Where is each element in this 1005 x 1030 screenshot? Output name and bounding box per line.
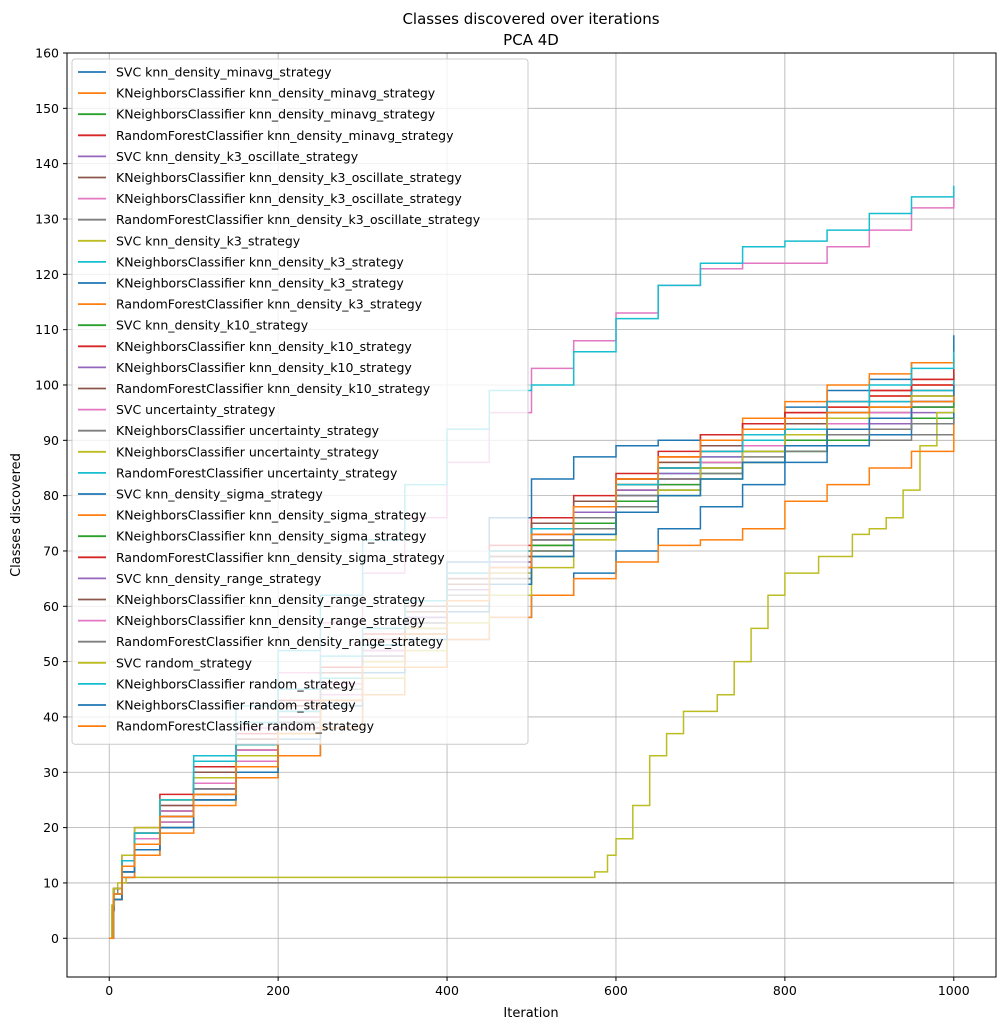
y-axis-ticks: 0 10 20 30 40 50 60 70 80 90 100 110 120 130 140 150 160 [35,46,67,946]
legend-label: RandomForestClassifier knn_density_minav… [116,128,454,143]
legend-label: SVC random_strategy [116,655,253,670]
legend-label: KNeighborsClassifier random_strategy [116,676,356,691]
legend-label: KNeighborsClassifier knn_density_minavg_… [116,107,436,122]
y-tick-label: 20 [43,820,59,835]
y-tick-label: 100 [35,377,59,392]
y-tick-label: 130 [35,211,59,226]
legend-label: KNeighborsClassifier uncertainty_strateg… [116,444,380,459]
legend-label: KNeighborsClassifier knn_density_range_s… [116,613,426,628]
legend-label: KNeighborsClassifier knn_density_k10_str… [116,360,412,375]
y-tick-label: 50 [43,654,59,669]
legend-label: KNeighborsClassifier knn_density_range_s… [116,592,426,607]
legend-label: RandomForestClassifier knn_density_k10_s… [116,381,431,396]
y-tick-label: 140 [35,156,59,171]
legend-label: SVC knn_density_k10_strategy [116,318,309,333]
legend-label: RandomForestClassifier knn_density_k3_os… [116,212,481,227]
legend-label: KNeighborsClassifier knn_density_k3_stra… [116,254,404,269]
x-tick-label: 0 [105,983,113,998]
x-tick-label: 600 [604,983,628,998]
y-axis-label: Classes discovered [9,453,24,577]
legend: SVC knn_density_minavg_strategy KNeighbor… [71,58,529,745]
legend-label: SVC knn_density_sigma_strategy [116,487,323,502]
legend-label: RandomForestClassifier knn_density_k3_st… [116,297,423,312]
legend-label: RandomForestClassifier random_strategy [116,719,375,734]
y-tick-label: 70 [43,543,59,558]
x-tick-label: 400 [435,983,459,998]
y-tick-label: 0 [51,931,59,946]
y-tick-label: 30 [43,765,59,780]
x-tick-label: 200 [266,983,290,998]
legend-label: KNeighborsClassifier uncertainty_strateg… [116,423,380,438]
y-tick-label: 90 [43,433,59,448]
legend-label: KNeighborsClassifier knn_density_k3_osci… [116,170,462,185]
legend-label: KNeighborsClassifier knn_density_k3_stra… [116,276,404,291]
y-tick-label: 120 [35,267,59,282]
legend-label: SVC knn_density_k3_oscillate_strategy [116,149,359,164]
plot-frame [66,52,997,978]
x-axis-label: Iteration [503,1006,558,1021]
x-axis-ticks: 0 200 400 600 800 1000 [105,977,970,998]
legend-label: SVC knn_density_k3_strategy [116,233,301,248]
y-tick-label: 40 [43,709,59,724]
y-tick-label: 80 [43,488,59,503]
legend-label: KNeighborsClassifier knn_density_k3_osci… [116,191,462,206]
legend-label: RandomForestClassifier uncertainty_strat… [116,465,398,480]
chart-subtitle: PCA 4D [503,31,559,49]
legend-label: KNeighborsClassifier knn_density_sigma_s… [116,529,427,544]
legend-label: SVC knn_density_range_strategy [116,571,322,586]
legend-label: KNeighborsClassifier knn_density_minavg_… [116,86,436,101]
y-tick-label: 10 [43,875,59,890]
x-tick-label: 800 [773,983,797,998]
legend-label: RandomForestClassifier knn_density_range… [116,634,444,649]
legend-label: KNeighborsClassifier knn_density_sigma_s… [116,508,427,523]
legend-label: KNeighborsClassifier random_strategy [116,698,356,713]
legend-label: RandomForestClassifier knn_density_sigma… [116,550,445,565]
chart-title: Classes discovered over iterations [402,10,659,28]
x-tick-label: 1000 [938,983,970,998]
legend-label: SVC knn_density_minavg_strategy [116,65,332,80]
legend-box [71,58,529,745]
y-tick-label: 110 [35,322,59,337]
y-tick-label: 160 [35,46,59,61]
series-line-9 [109,362,955,940]
y-tick-label: 150 [35,101,59,116]
legend-label: SVC uncertainty_strategy [116,402,276,417]
y-tick-label: 60 [43,599,59,614]
legend-label: KNeighborsClassifier knn_density_k10_str… [116,339,412,354]
